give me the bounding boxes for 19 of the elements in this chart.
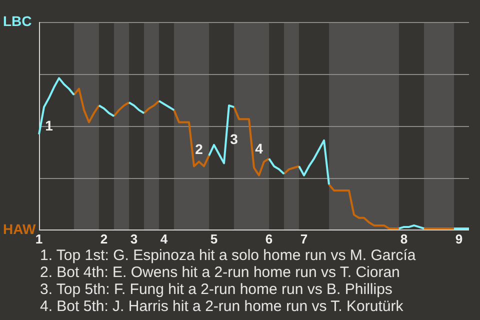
- x-tick-label: 3: [130, 231, 138, 246]
- annotation: 2: [195, 141, 204, 158]
- annotation: 4: [255, 140, 264, 156]
- text: 3. Top 5th: F. Fung hit a 2-run home run vs B. Phillips: [40, 281, 394, 298]
- text: 2. Bot 4th: E. Owens hit a 2-run home run vs T. Cioran: [40, 264, 401, 281]
- x-tick-label: 2: [100, 231, 108, 246]
- text: 1. Top 1st: G. Espinoza hit a solo home run vs M. García: [40, 247, 416, 264]
- x-tick-label: 1: [35, 231, 43, 246]
- annotation: 1: [45, 118, 54, 134]
- x-tick-label: 7: [300, 231, 308, 246]
- x-tick-label: 4: [160, 231, 168, 246]
- x-tick-label: 8: [400, 231, 408, 246]
- text: HAW: [3, 220, 36, 237]
- annotation: 3: [230, 131, 238, 148]
- text: 4. Bot 5th: J. Harris hit a 2-run home run vs T. Korutürk: [40, 298, 404, 315]
- text: LBC: [3, 12, 32, 29]
- x-tick-label: 5: [210, 231, 218, 246]
- x-tick-label: 9: [455, 231, 463, 246]
- x-tick-label: 6: [265, 231, 273, 246]
